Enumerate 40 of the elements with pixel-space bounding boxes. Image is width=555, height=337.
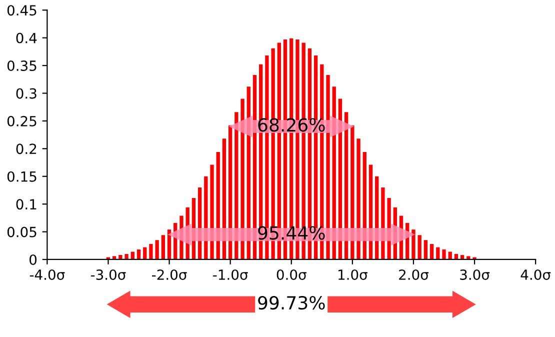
bar xyxy=(412,230,416,260)
bar xyxy=(430,244,434,260)
text: 99.73% xyxy=(258,296,325,310)
y-tick-label: 0.1 xyxy=(16,199,36,210)
x-tick-label: 3.0σ xyxy=(460,269,490,280)
bar xyxy=(161,235,165,260)
x-tick-label: 2.0σ xyxy=(399,269,429,280)
y-tick-label: 0.3 xyxy=(16,88,36,99)
bar xyxy=(356,138,360,260)
bar xyxy=(418,235,422,260)
annotation: 68.26% xyxy=(258,118,325,132)
y-tick-label: 0.2 xyxy=(16,144,36,154)
y-tick-label: 0.4 xyxy=(16,32,37,44)
bar xyxy=(143,247,147,260)
x-tick-label: 4.0σ xyxy=(520,269,551,280)
bar xyxy=(136,250,141,260)
x-tick-label: 1.0σ xyxy=(338,269,368,280)
y-tick-label: 0 xyxy=(30,254,37,265)
y-tick-label: 0.05 xyxy=(7,226,36,238)
bar xyxy=(155,240,159,260)
bar xyxy=(130,252,134,260)
bar xyxy=(149,244,153,260)
bar xyxy=(436,247,440,260)
y-tick-label: 0.35 xyxy=(7,60,36,71)
bar xyxy=(350,125,354,260)
y-tick-label: 0.15 xyxy=(7,171,36,182)
bar xyxy=(466,256,470,260)
x-tick-label: -4.0σ xyxy=(30,269,65,280)
bar xyxy=(124,254,128,260)
annotation: 95.44% xyxy=(258,226,325,240)
y-tick-label: 0.25 xyxy=(7,116,36,126)
bar xyxy=(118,255,122,260)
y-tick-label: 0.45 xyxy=(7,5,36,16)
x-tick-label: -2.0σ xyxy=(152,269,187,280)
x-tick-label: 0.0σ xyxy=(276,269,306,280)
x-tick-label: -3.0σ xyxy=(90,269,126,280)
bar xyxy=(424,240,428,260)
x-tick-label: -1.0σ xyxy=(213,269,248,280)
bar xyxy=(448,252,452,260)
bar xyxy=(442,250,446,260)
